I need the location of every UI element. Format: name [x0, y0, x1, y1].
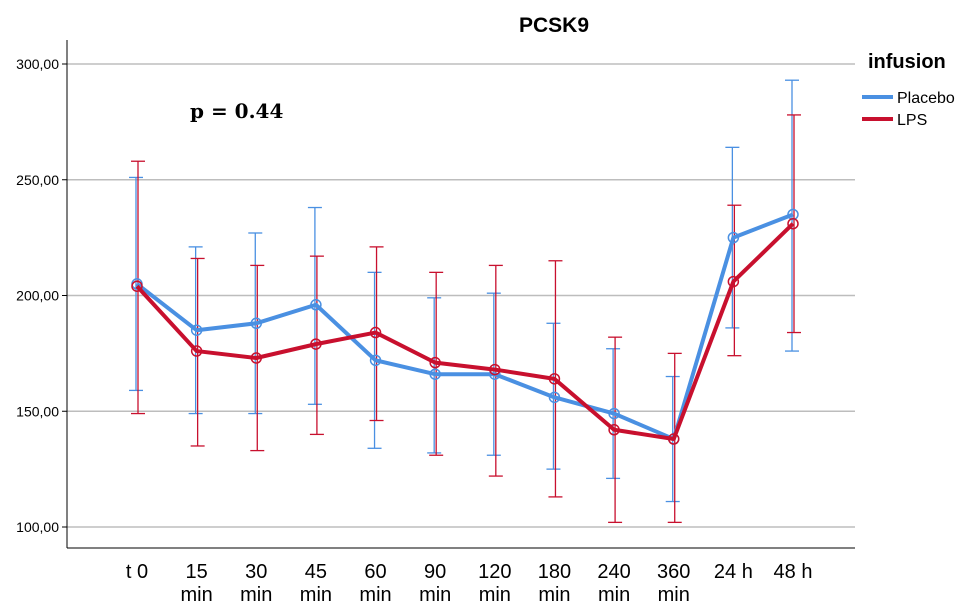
data-point-marker — [608, 407, 620, 420]
grid-lines — [62, 63, 855, 528]
data-point-marker — [727, 231, 740, 244]
x-tick-label: 15 min — [181, 561, 213, 603]
x-tick-label: t 0 — [126, 561, 148, 583]
data-point-marker — [667, 433, 680, 445]
data-point-marker — [369, 326, 382, 339]
series-line-placebo — [135, 212, 794, 442]
data-point-marker — [310, 338, 322, 350]
x-tick-label: 240 min — [597, 561, 630, 603]
series-lines — [131, 208, 799, 445]
x-tick-label: 48 h — [774, 561, 813, 583]
data-point-marker — [727, 275, 740, 288]
data-point-marker — [250, 317, 263, 330]
legend-title: infusion — [868, 51, 946, 73]
x-tick-labels: t 0 15 min 30 min 45 min 60 min 90 min 120 min 180 min… — [126, 561, 813, 603]
x-tick-label: 30 min — [240, 561, 272, 603]
y-tick-label: 300,00 — [16, 56, 59, 72]
y-tick-label: 100,00 — [16, 519, 59, 535]
data-point-marker — [548, 373, 561, 385]
legend-label: Placebo — [897, 90, 955, 107]
x-tick-label: 90 min — [419, 561, 451, 603]
y-tick-label: 250,00 — [16, 172, 59, 188]
x-tick-label: 45 min — [300, 561, 332, 603]
x-tick-label: 60 min — [359, 561, 391, 603]
data-point-marker — [190, 324, 203, 336]
chart-title: PCSK9 — [519, 14, 589, 37]
data-point-marker — [608, 424, 620, 436]
error-bars — [129, 79, 801, 524]
y-tick-label: 200,00 — [16, 288, 59, 304]
data-point-marker — [250, 352, 263, 364]
p-value-annotation: p = 0.44 — [190, 99, 283, 123]
x-tick-label: 120 min — [478, 561, 511, 603]
data-point-marker — [429, 368, 441, 380]
series-line-lps — [135, 222, 795, 442]
data-point-marker — [190, 345, 203, 357]
data-point-marker — [489, 363, 501, 376]
data-point-marker — [787, 217, 799, 230]
x-tick-label: 24 h — [714, 561, 753, 583]
legend-label: LPS — [897, 112, 927, 129]
data-point-marker — [429, 356, 441, 369]
x-tick-label: 180 min — [538, 561, 571, 603]
data-point-marker — [369, 354, 382, 367]
data-point-marker — [131, 280, 143, 292]
y-tick-labels: 100,00 150,00 200,00 250,00 300,00 — [16, 56, 59, 535]
x-tick-label: 360 min — [657, 561, 690, 603]
data-point-marker — [310, 299, 322, 311]
data-point-marker — [548, 391, 561, 404]
axes — [66, 40, 855, 549]
legend: infusion Placebo LPS — [862, 51, 955, 129]
y-tick-label: 150,00 — [16, 403, 59, 419]
